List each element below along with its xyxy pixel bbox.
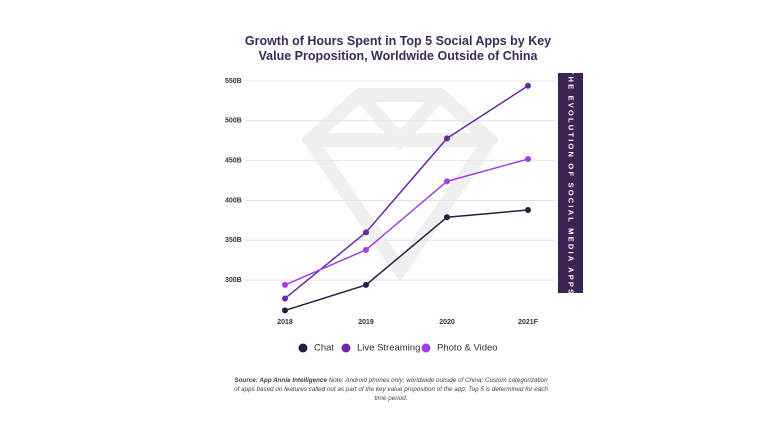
x-tick-label: 2019 [358,319,374,326]
series-line [284,85,529,300]
legend-marker [341,343,351,353]
legend-label: Chat [314,343,334,354]
series-line [284,158,529,286]
point [444,135,450,142]
legend-label: Live Streaming [357,343,420,354]
watermark [300,88,500,283]
point [363,281,369,288]
chart-title: Growth of Hours Spent in Top 5 Social Ap… [244,34,552,63]
point [444,178,450,185]
point [525,82,531,89]
point [282,281,288,288]
source: Source: App Annie Intelligence [234,377,327,384]
series-line [284,209,529,312]
point [282,295,288,302]
point [444,214,450,221]
y-tick-label: 500B [225,118,242,125]
y-tick-label: 550B [225,78,242,85]
point [525,207,531,214]
legend-marker [298,343,308,353]
x-tick-label: 2018 [277,319,293,326]
sidebar-text: THE EVOLUTION OF SOCIAL MEDIA APPS [567,70,576,297]
legend-label: Photo & Video [437,343,498,354]
sidebar-bg [558,73,583,293]
point [282,307,288,314]
point [525,156,531,163]
point [363,229,369,236]
legend-marker [421,343,431,353]
note: Note: Android phones only; worldwide out… [234,377,548,402]
y-tick-label: 400B [225,197,242,204]
x-tick-label: 2020 [439,319,455,326]
y-tick-label: 350B [225,237,242,244]
point [363,246,369,253]
y-tick-label: 300B [225,277,242,284]
y-tick-label: 450B [225,157,242,164]
footnote: Source: App Annie Intelligence Note: And… [232,376,550,403]
x-tick-label: 2021F [518,319,539,326]
